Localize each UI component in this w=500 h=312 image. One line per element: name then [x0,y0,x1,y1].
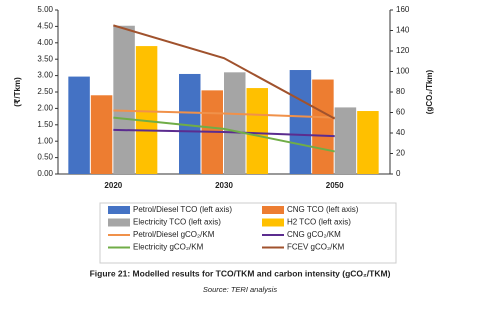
y-tick-label: 4.50 [37,22,53,31]
y2-tick-label: 20 [396,149,405,158]
legend-label: H2 TCO (left axis) [287,218,351,227]
y-tick-label: 1.50 [37,120,53,129]
x-tick-label: 2020 [104,181,122,190]
y-tick-label: 4.00 [37,38,53,47]
legend-label: Petrol/Diesel TCO (left axis) [133,205,232,214]
line [113,128,335,138]
legend-swatch [108,206,130,214]
y-tick-label: 0.50 [37,153,53,162]
line [113,24,336,120]
bar [312,79,334,174]
y2-axis-label: (gCO₂/Tkm) [425,69,434,114]
line [113,109,335,119]
line [113,116,335,153]
legend-label: CNG gCO₂/KM [287,230,341,239]
y2-tick-label: 80 [396,87,405,96]
bar [289,70,312,174]
y2-tick-label: 120 [396,46,410,55]
y-tick-label: 0.00 [37,169,53,178]
legend-label: Petrol/Diesel gCO₂/KM [133,230,215,239]
y2-tick-label: 140 [396,26,410,35]
caption: Figure 21: Modelled results for TCO/TKM … [90,268,391,278]
bar [224,72,246,174]
y-tick-label: 5.00 [37,5,53,14]
legend-swatch [262,218,284,227]
y2-tick-label: 100 [396,67,410,76]
legend-swatch [262,206,284,214]
y-tick-label: 3.00 [37,71,53,80]
y-tick-label: 3.50 [37,54,53,63]
y-axis-label: (₹/Tkm) [13,77,22,107]
source: Source: TERI analysis [203,285,277,294]
legend-label: FCEV gCO₂/KM [287,243,345,252]
y-tick-label: 2.00 [37,104,53,113]
bar [68,76,90,174]
legend-box [99,202,397,264]
legend-label: Electricity TCO (left axis) [133,218,221,227]
bar [334,107,357,174]
x-tick-label: 2050 [326,181,344,190]
bar [246,88,268,174]
legend-swatch [108,218,130,227]
bar [90,95,113,174]
bar [357,111,379,174]
legend-label: CNG TCO (left axis) [287,205,359,214]
legend-label: Electricity gCO₂/KM [133,243,204,252]
x-tick-label: 2030 [215,181,233,190]
y2-tick-label: 40 [396,128,405,137]
y2-tick-label: 160 [396,5,410,14]
bar [179,73,201,174]
y-tick-label: 2.50 [37,87,53,96]
y-tick-label: 1.00 [37,136,53,145]
y2-tick-label: 60 [396,108,405,117]
bar [113,25,135,174]
bar [135,46,158,174]
y2-tick-label: 0 [396,169,401,178]
